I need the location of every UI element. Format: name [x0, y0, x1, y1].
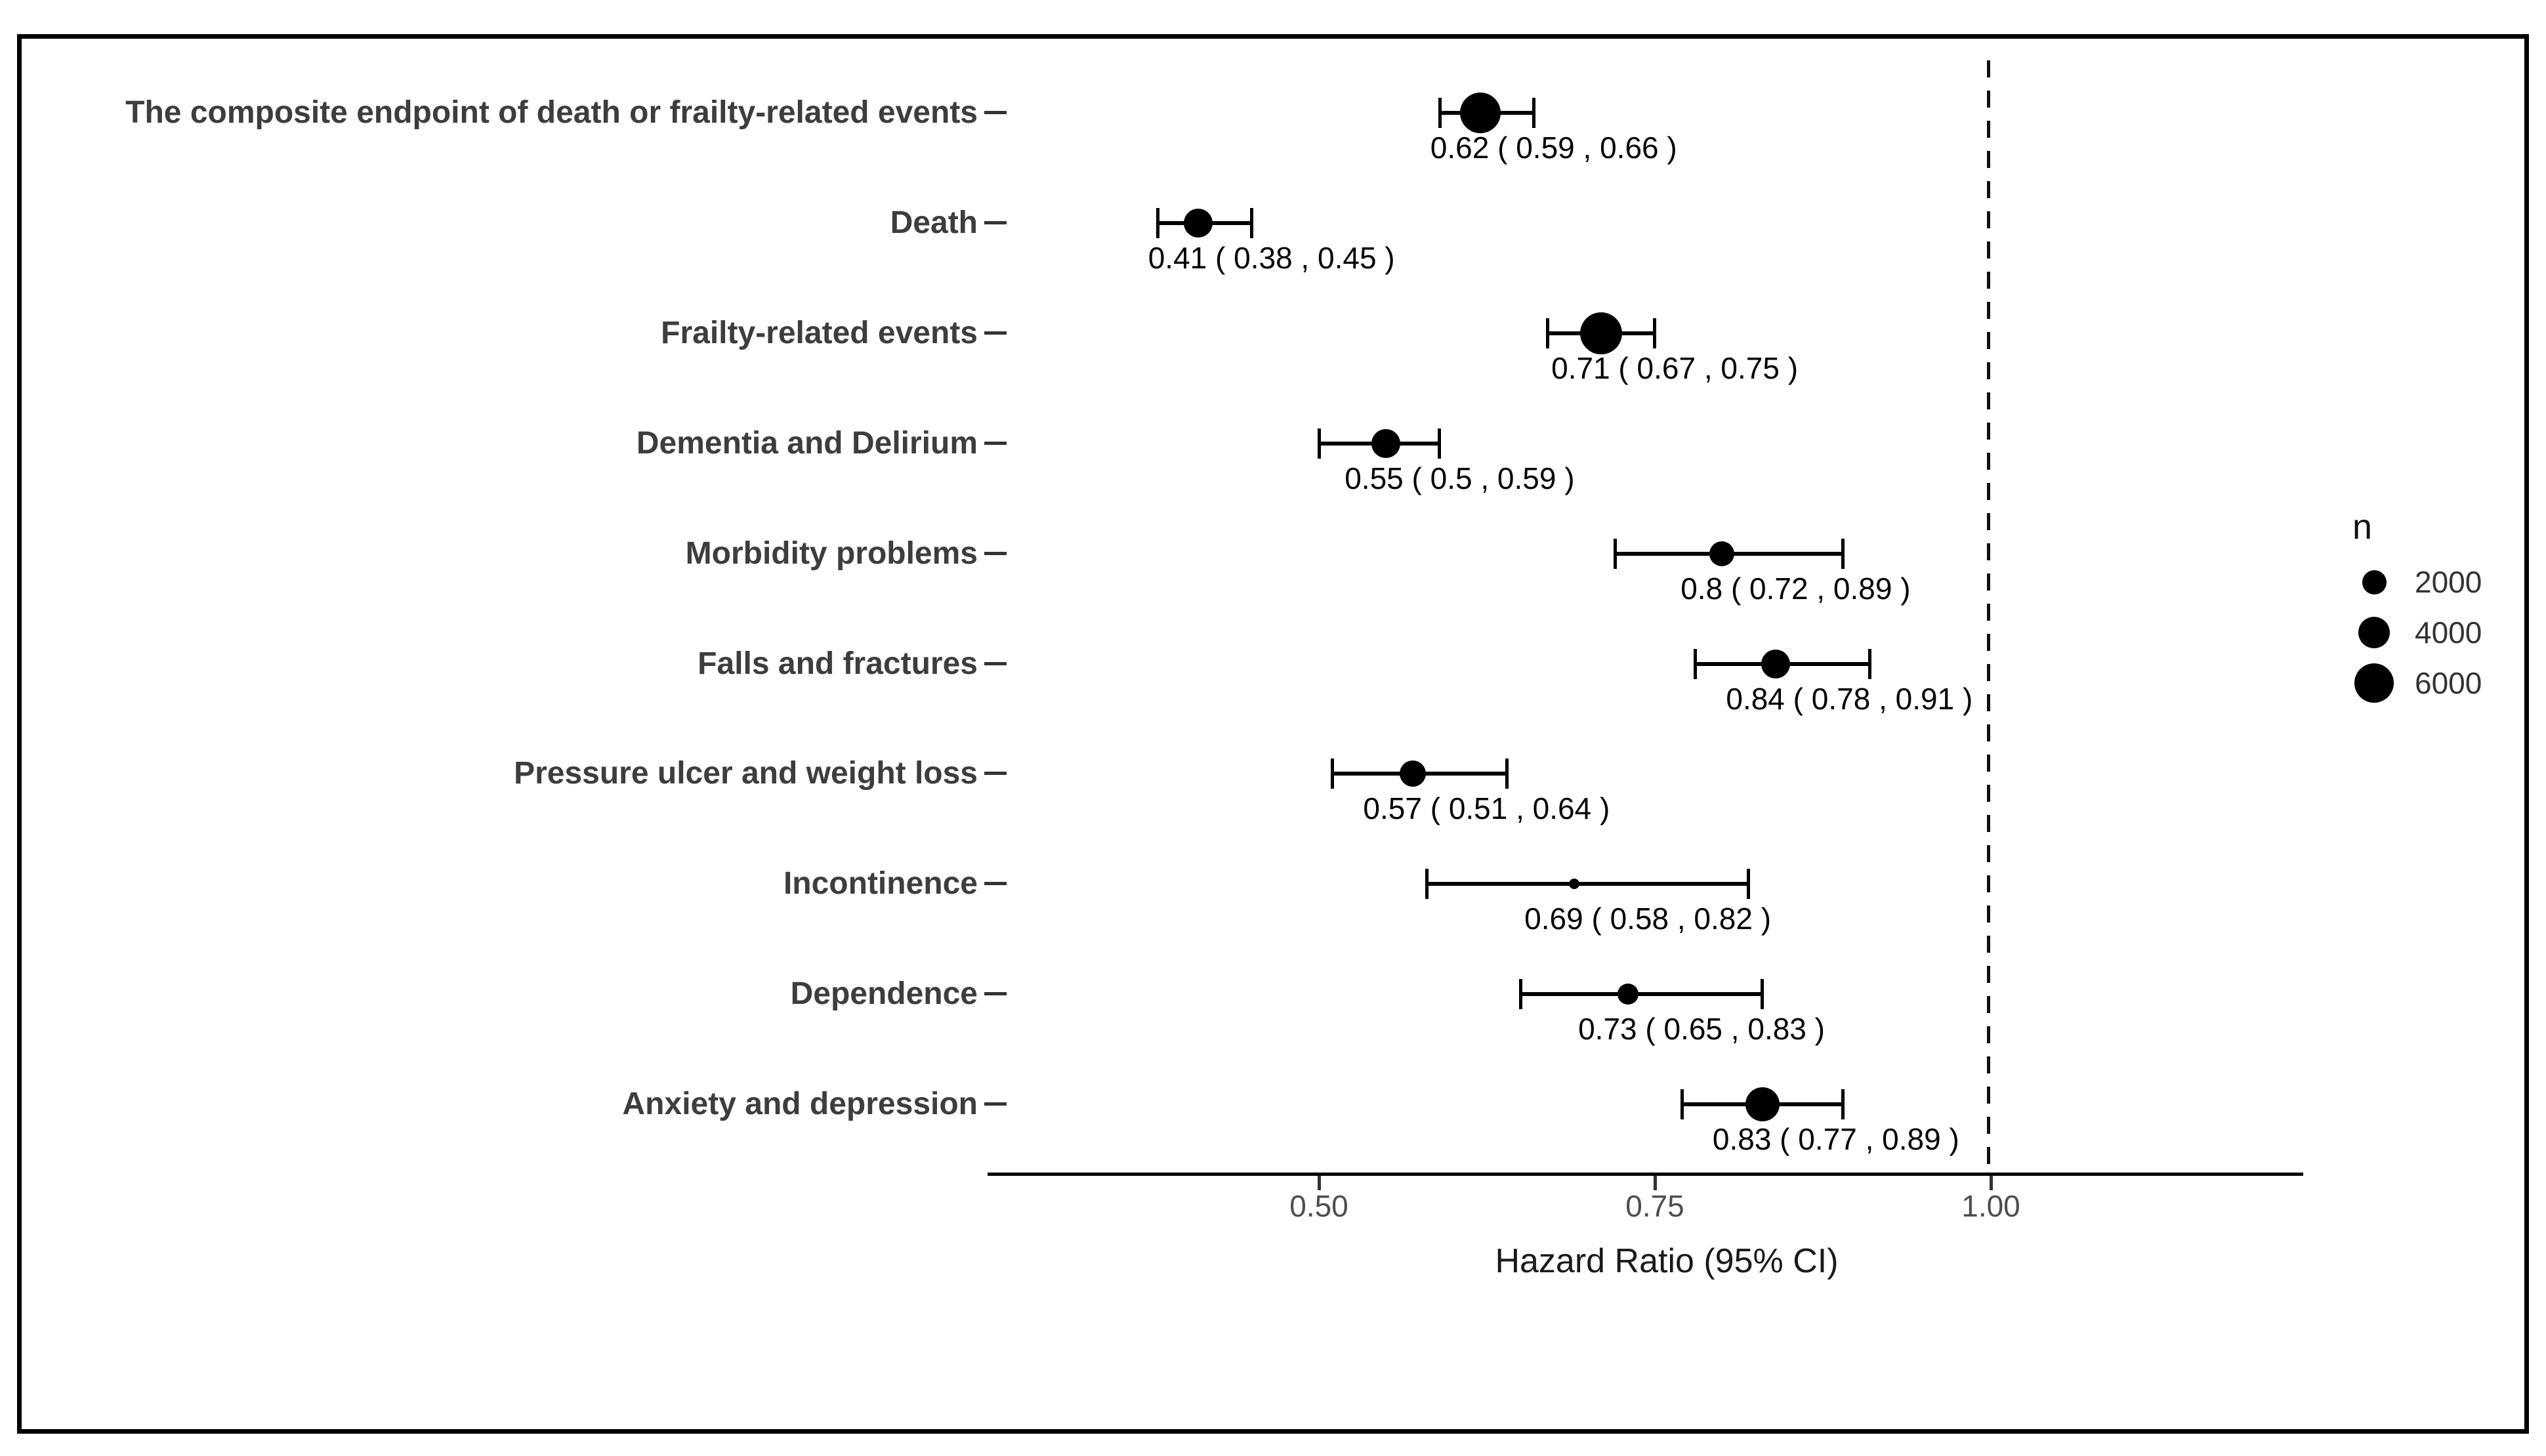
category-label: Pressure ulcer and weight loss — [514, 756, 978, 791]
point-dot — [1745, 1087, 1780, 1122]
ci-whisker-left — [1680, 1089, 1684, 1120]
point-dot — [1371, 428, 1401, 458]
point-dot — [1400, 760, 1427, 787]
category-label: Dementia and Delirium — [636, 425, 978, 461]
ci-whisker-right — [1841, 1089, 1845, 1120]
legend-size-dot — [2354, 663, 2394, 703]
ci-value-label: 0.55 ( 0.5 , 0.59 ) — [1345, 461, 1575, 495]
point-dot — [1709, 541, 1735, 566]
ci-whisker-left — [1613, 538, 1617, 569]
ci-value-label: 0.57 ( 0.51 , 0.64 ) — [1363, 791, 1610, 826]
ci-whisker-left — [1438, 98, 1442, 128]
x-axis-line — [988, 1173, 2303, 1176]
ci-value-label: 0.69 ( 0.58 , 0.82 ) — [1524, 902, 1772, 936]
point-dot — [1761, 649, 1791, 678]
legend-item-label: 6000 — [2415, 666, 2482, 700]
x-axis-title: Hazard Ratio (95% CI) — [1495, 1242, 1839, 1280]
point-dot — [1459, 93, 1501, 133]
x-axis-tick-label: 1.00 — [1961, 1189, 2020, 1223]
legend-title: n — [2352, 507, 2373, 547]
ci-whisker-right — [1532, 98, 1535, 128]
y-axis-tick — [984, 661, 1007, 665]
y-axis-tick — [984, 882, 1007, 886]
ci-whisker-right — [1438, 428, 1442, 459]
ci-value-label: 0.8 ( 0.72 , 0.89 ) — [1680, 571, 1911, 606]
ci-whisker-right — [1760, 979, 1764, 1010]
legend-item-label: 4000 — [2415, 615, 2482, 650]
category-label: Anxiety and depression — [622, 1087, 978, 1122]
x-axis-tick — [1318, 1176, 1321, 1190]
ci-whisker-left — [1318, 428, 1321, 459]
x-axis-tick — [1990, 1176, 1993, 1190]
ci-whisker-left — [1156, 207, 1160, 238]
ci-whisker-right — [1868, 648, 1871, 679]
y-axis-tick — [984, 441, 1007, 445]
category-label: Falls and fractures — [698, 646, 978, 681]
category-label: Morbidity problems — [685, 535, 978, 571]
legend-item-label: 2000 — [2415, 565, 2482, 599]
ci-whisker-right — [1505, 759, 1509, 789]
ci-value-label: 0.83 ( 0.77 , 0.89 ) — [1712, 1122, 1959, 1157]
ci-whisker-right — [1747, 869, 1751, 900]
ci-value-label: 0.62 ( 0.59 , 0.66 ) — [1430, 131, 1677, 165]
category-label: Death — [890, 205, 978, 240]
ci-whisker-left — [1694, 648, 1698, 679]
x-axis-tick-label: 0.50 — [1289, 1189, 1348, 1223]
x-axis-tick-label: 0.75 — [1625, 1189, 1684, 1223]
ci-whisker-left — [1519, 979, 1523, 1010]
ci-value-label: 0.71 ( 0.67 , 0.75 ) — [1551, 350, 1799, 385]
ci-whisker-right — [1653, 318, 1656, 348]
y-axis-tick — [984, 331, 1007, 335]
y-axis-tick — [984, 220, 1007, 224]
point-dot — [1617, 984, 1639, 1005]
category-label: The composite endpoint of death or frail… — [125, 95, 978, 130]
ci-value-label: 0.84 ( 0.78 , 0.91 ) — [1726, 681, 1973, 716]
ci-whisker-left — [1331, 759, 1335, 789]
y-axis-tick — [984, 992, 1007, 996]
point-dot — [1580, 312, 1623, 354]
category-label: Frailty-related events — [661, 315, 978, 350]
legend-size-dot — [2358, 617, 2390, 648]
y-axis-tick — [984, 111, 1007, 114]
reference-line-hr-1 — [1987, 60, 1990, 1173]
ci-value-label: 0.41 ( 0.38 , 0.45 ) — [1148, 240, 1395, 275]
y-axis-tick — [984, 772, 1007, 776]
ci-bar — [1426, 882, 1749, 886]
y-axis-tick — [984, 551, 1007, 555]
point-dot — [1183, 208, 1213, 238]
ci-whisker-left — [1546, 318, 1550, 348]
category-label: Incontinence — [783, 866, 978, 902]
ci-bar — [1520, 992, 1763, 997]
x-axis-tick — [1654, 1176, 1657, 1190]
point-dot — [1569, 879, 1580, 890]
ci-whisker-right — [1841, 538, 1845, 569]
ci-whisker-left — [1425, 869, 1429, 900]
y-axis-tick — [984, 1102, 1007, 1106]
figure-border — [17, 34, 2529, 1434]
ci-value-label: 0.73 ( 0.65 , 0.83 ) — [1578, 1012, 1825, 1047]
legend-size-dot — [2362, 570, 2387, 594]
category-label: Dependence — [790, 976, 978, 1012]
ci-whisker-right — [1249, 207, 1253, 238]
